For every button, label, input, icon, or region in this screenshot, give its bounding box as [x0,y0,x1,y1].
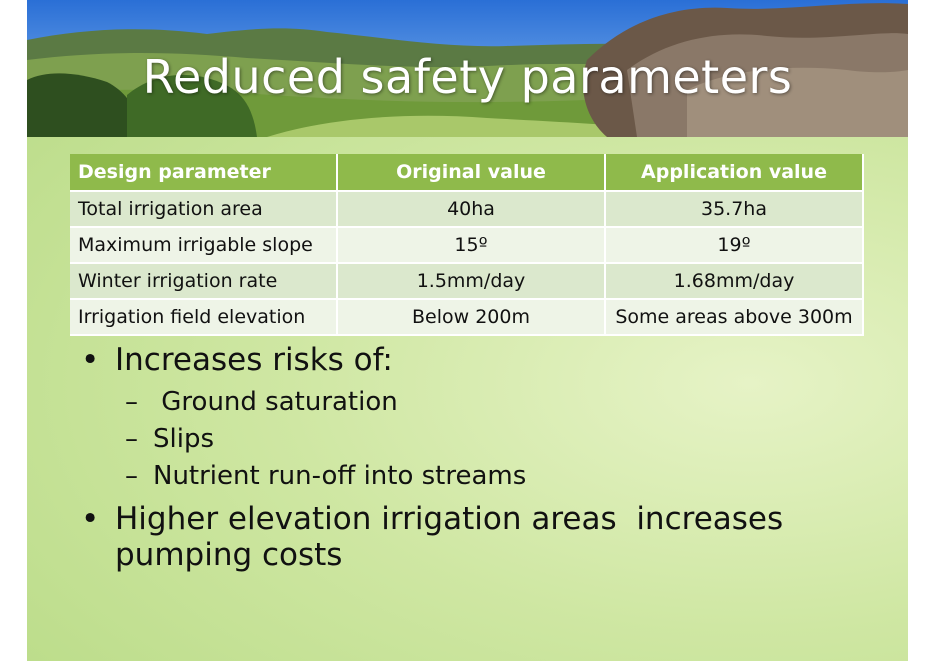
sub-bullet-text: Nutrient run-off into streams [153,461,527,491]
table-row: Total irrigation area 40ha 35.7ha [70,191,864,228]
landscape-banner-image: Reduced safety parameters [27,0,908,137]
dash-icon: – [125,424,138,454]
bullet-item: • Higher elevation irrigation areas incr… [77,501,815,573]
column-header: Original value [337,154,606,192]
bullet-dot-icon: • [81,342,100,378]
table-cell: Total irrigation area [70,191,338,228]
table-row: Winter irrigation rate 1.5mm/day 1.68mm/… [70,263,864,300]
table-row: Maximum irrigable slope 15º 19º [70,227,864,264]
landscape-illustration [27,0,908,137]
table-cell: Winter irrigation rate [70,263,338,300]
bullet-list: • Increases risks of: – Ground saturatio… [77,342,877,579]
bullet-text: Higher elevation irrigation areas increa… [115,501,793,573]
sub-bullet-text: Ground saturation [153,387,398,417]
table-cell: 19º [605,227,864,264]
dash-icon: – [125,461,138,491]
table-cell: Maximum irrigable slope [70,227,338,264]
slide: Reduced safety parameters Design paramet… [27,0,908,661]
bullet-dot-icon: • [81,501,100,537]
slide-title: Reduced safety parameters [142,50,793,104]
table-row: Irrigation field elevation Below 200m So… [70,299,864,336]
sub-bullet-text: Slips [153,424,215,454]
sub-bullet-item: – Ground saturation [77,384,877,421]
table-cell: Below 200m [337,299,606,336]
table-cell: Irrigation field elevation [70,299,338,336]
column-header: Design parameter [70,154,338,192]
table-cell: 1.5mm/day [337,263,606,300]
table-cell: 35.7ha [605,191,864,228]
bullet-text: Increases risks of: [115,342,393,378]
column-header: Application value [605,154,864,192]
dash-icon: – [125,387,138,417]
table-cell: Some areas above 300m [605,299,864,336]
table-header-row: Design parameter Original value Applicat… [70,154,864,192]
table-cell: 1.68mm/day [605,263,864,300]
table-cell: 15º [337,227,606,264]
parameters-table: Design parameter Original value Applicat… [70,154,864,336]
sub-bullet-item: – Slips [77,421,877,458]
table-cell: 40ha [337,191,606,228]
sub-bullet-item: – Nutrient run-off into streams [77,458,877,495]
bullet-item: • Increases risks of: [77,342,877,378]
